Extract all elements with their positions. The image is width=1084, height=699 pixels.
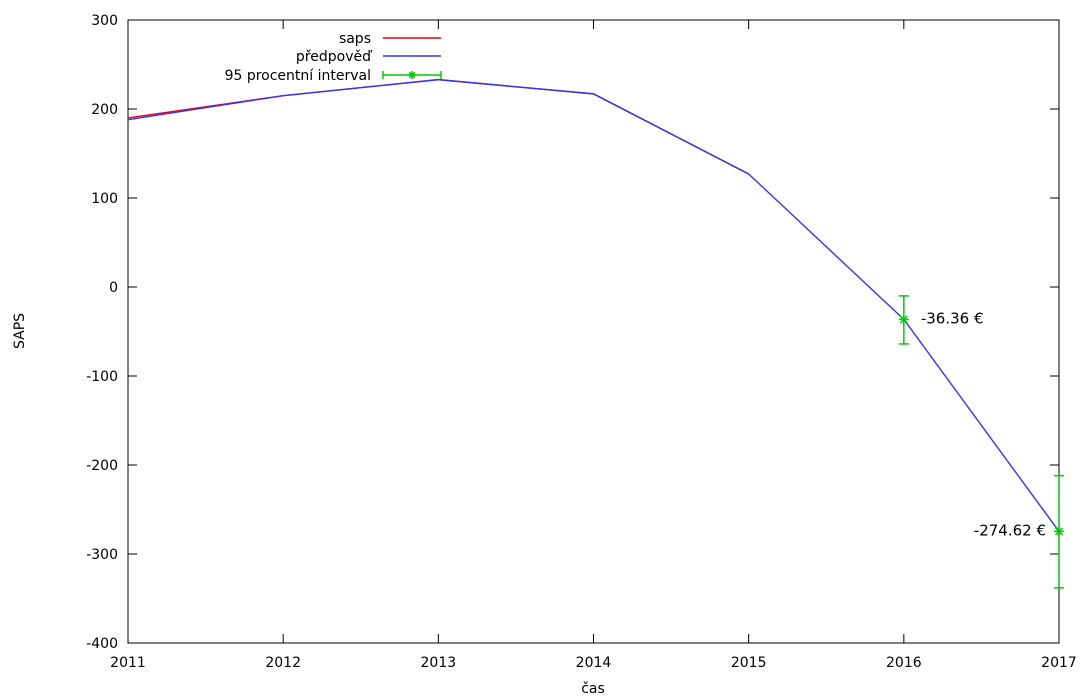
x-tick-label: 2012 [265,655,301,671]
y-axis-label: SAPS [12,313,28,349]
x-tick-label: 2014 [576,655,612,671]
y-tick-label: -100 [86,369,118,385]
data-label: -274.62 € [974,521,1046,539]
errorbar-point [898,295,909,345]
x-tick-label: 2015 [731,655,767,671]
plot-frame [127,19,1060,644]
series-line-1 [127,78,1060,532]
errorbar-point [1054,474,1064,589]
y-tick-label: -200 [86,458,118,474]
legend-label-2: 95 procentní interval [225,68,371,84]
legend-label-1: předpověď [296,49,373,65]
x-tick-label: 2013 [421,655,457,671]
x-tick-label: 2016 [886,655,922,671]
y-tick-label: 0 [109,280,118,296]
y-tick-label: -400 [86,636,118,652]
series-line-0 [127,78,749,175]
x-tick-label: 2011 [110,655,146,671]
x-tick-label: 2017 [1041,655,1077,671]
x-axis-label: čas [581,681,605,697]
y-tick-label: 100 [91,191,118,207]
y-tick-label: -300 [86,547,118,563]
data-label: -36.36 € [921,309,984,327]
y-tick-label: 200 [91,102,118,118]
legend-star-marker [408,71,416,79]
star-marker [1054,526,1064,537]
y-tick-label: 300 [91,13,118,29]
star-marker [898,314,909,325]
legend-label-0: saps [339,31,371,47]
